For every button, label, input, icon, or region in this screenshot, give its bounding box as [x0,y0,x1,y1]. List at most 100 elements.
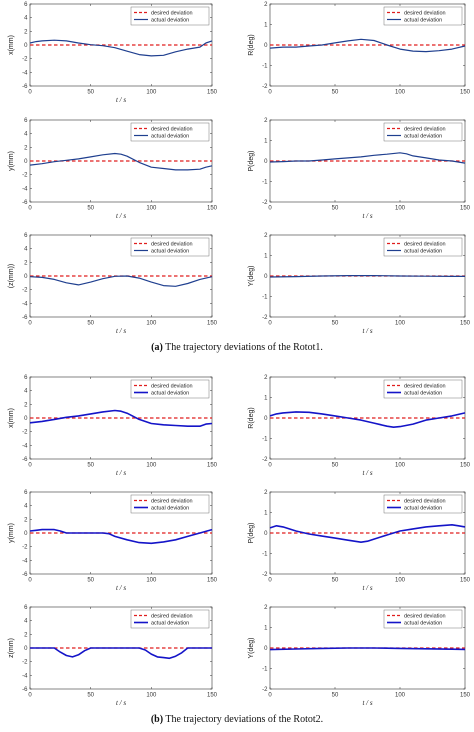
x-tick-label: 50 [87,463,94,469]
legend-box [130,379,210,399]
caption-a-text: The trajectory deviations of the Rotot1. [165,342,323,353]
series-line-actual-deviation [29,39,213,57]
x-tick-label: 0 [28,693,32,699]
series-line-actual-deviation [269,152,466,164]
y-tick-label: 4 [24,247,28,253]
series-line-actual-deviation [269,411,466,429]
x-axis-label: t / s [116,327,126,335]
y-tick-label: 0 [24,416,28,422]
y-axis-label: Y(deg) [248,265,255,286]
x-tick-label: 0 [268,693,272,699]
x-tick-label: 0 [268,90,272,96]
series-line-actual-deviation [29,275,213,287]
y-axis-label: R(deg) [248,34,255,55]
x-axis-label: t / s [362,584,372,592]
y-tick-label: -6 [22,687,28,693]
x-tick-label: 100 [146,90,157,96]
y-tick-label: -1 [262,667,268,673]
y-tick-label: 0 [24,43,28,49]
legend-box [383,609,463,629]
y-tick-label: -4 [22,673,28,679]
y-tick-label: 2 [24,517,28,523]
x-tick-label: 100 [395,321,406,327]
x-axis-label: t / s [116,96,126,104]
legend-label-desired: desired deviation [404,242,446,248]
series-line-actual-deviation [269,647,466,651]
x-tick-label: 150 [460,578,471,584]
y-tick-label: -6 [22,315,28,321]
x-axis-label: t / s [116,584,126,592]
y-tick-label: 4 [24,132,28,138]
x-tick-label: 50 [87,90,94,96]
y-tick-label: -2 [22,288,28,294]
y-tick-label: 0 [264,646,268,652]
y-axis-label: z(mm) [8,638,15,658]
series-line-actual-deviation [269,38,466,53]
x-tick-label: 150 [207,90,218,96]
legend-label-actual: actual deviation [151,18,189,24]
x-tick-label: 0 [28,206,32,212]
x-tick-label: 150 [207,578,218,584]
y-axis-label: P(deg) [248,522,255,543]
y-tick-label: 6 [24,375,28,381]
y-tick-label: 2 [264,2,268,8]
legend-label-actual: actual deviation [404,621,442,627]
y-tick-label: -2 [22,660,28,666]
x-axis-label: t / s [116,469,126,477]
x-tick-label: 150 [207,321,218,327]
y-tick-label: -6 [22,200,28,206]
y-tick-label: 0 [24,531,28,537]
legend-box [130,494,210,514]
y-tick-label: 2 [264,375,268,381]
x-tick-label: 50 [332,90,339,96]
y-tick-label: -2 [262,200,268,206]
legend-box [383,237,463,257]
legend-label-desired: desired deviation [404,127,446,133]
y-tick-label: -1 [262,437,268,443]
legend-label-actual: actual deviation [404,18,442,24]
x-tick-label: 0 [28,321,32,327]
y-tick-label: 2 [264,118,268,124]
legend-label-desired: desired deviation [151,384,193,390]
caption-a-label: (a) [151,342,163,353]
legend-label-actual: actual deviation [151,249,189,255]
y-tick-label: -2 [22,545,28,551]
x-tick-label: 50 [332,321,339,327]
x-tick-label: 0 [28,90,32,96]
y-axis-label: (z(mm)) [8,264,15,289]
y-tick-label: -2 [22,430,28,436]
x-tick-label: 50 [332,693,339,699]
legend-box [383,122,463,142]
x-tick-label: 50 [332,463,339,469]
y-tick-label: -6 [22,572,28,578]
x-tick-label: 150 [207,693,218,699]
x-tick-label: 150 [460,321,471,327]
y-tick-label: 1 [264,139,268,145]
legend-label-actual: actual deviation [151,621,189,627]
x-tick-label: 100 [395,578,406,584]
legend-box [383,379,463,399]
caption-b: (b) The trajectory deviations of the Rot… [0,714,474,725]
x-tick-label: 150 [460,90,471,96]
legend-label-desired: desired deviation [151,499,193,505]
x-axis-label: t / s [362,327,372,335]
y-tick-label: 0 [24,274,28,280]
y-tick-label: -2 [262,84,268,90]
x-tick-label: 100 [395,206,406,212]
x-axis-label: t / s [116,699,126,707]
legend-box [130,609,210,629]
y-axis-label: R(deg) [248,407,255,428]
y-tick-label: -1 [262,180,268,186]
x-tick-label: 0 [268,463,272,469]
caption-a: (a) The trajectory deviations of the Rot… [0,342,474,353]
y-tick-label: 1 [264,23,268,29]
